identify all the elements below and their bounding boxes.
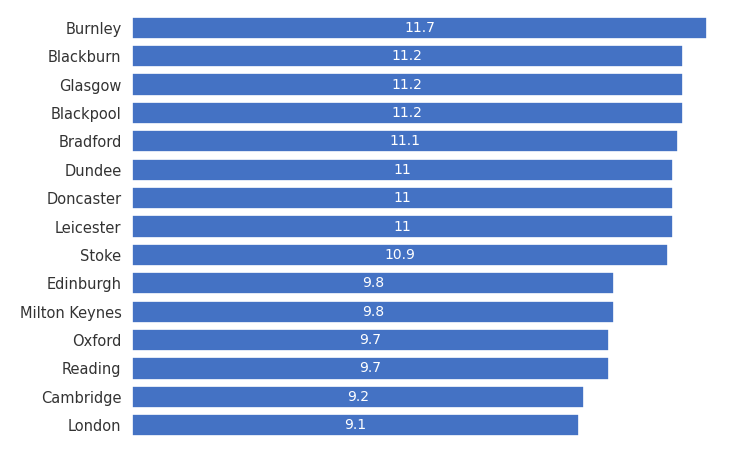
Bar	[132, 45, 682, 67]
Bar	[132, 216, 673, 237]
Text: 11.2: 11.2	[392, 49, 423, 63]
Text: 11: 11	[394, 220, 411, 233]
Text: 11.7: 11.7	[404, 21, 435, 35]
Bar	[132, 102, 682, 124]
Bar	[132, 386, 584, 408]
Bar	[132, 414, 579, 436]
Bar	[132, 244, 668, 266]
Bar	[132, 130, 678, 152]
Bar	[132, 329, 608, 351]
Text: 11.2: 11.2	[392, 106, 423, 120]
Text: 10.9: 10.9	[385, 248, 415, 262]
Text: 9.8: 9.8	[362, 305, 384, 318]
Bar	[132, 73, 682, 96]
Text: 9.7: 9.7	[360, 361, 382, 376]
Bar	[132, 159, 673, 181]
Bar	[132, 357, 608, 380]
Text: 9.1: 9.1	[345, 418, 366, 432]
Text: 9.2: 9.2	[347, 390, 369, 404]
Text: 11.1: 11.1	[389, 135, 420, 148]
Text: 11: 11	[394, 163, 411, 177]
Text: 9.7: 9.7	[360, 333, 382, 347]
Text: 11: 11	[394, 191, 411, 205]
Bar	[132, 301, 614, 323]
Text: 9.8: 9.8	[362, 276, 384, 290]
Bar	[132, 272, 614, 294]
Text: 11.2: 11.2	[392, 77, 423, 92]
Bar	[132, 187, 673, 209]
Bar	[132, 17, 707, 39]
